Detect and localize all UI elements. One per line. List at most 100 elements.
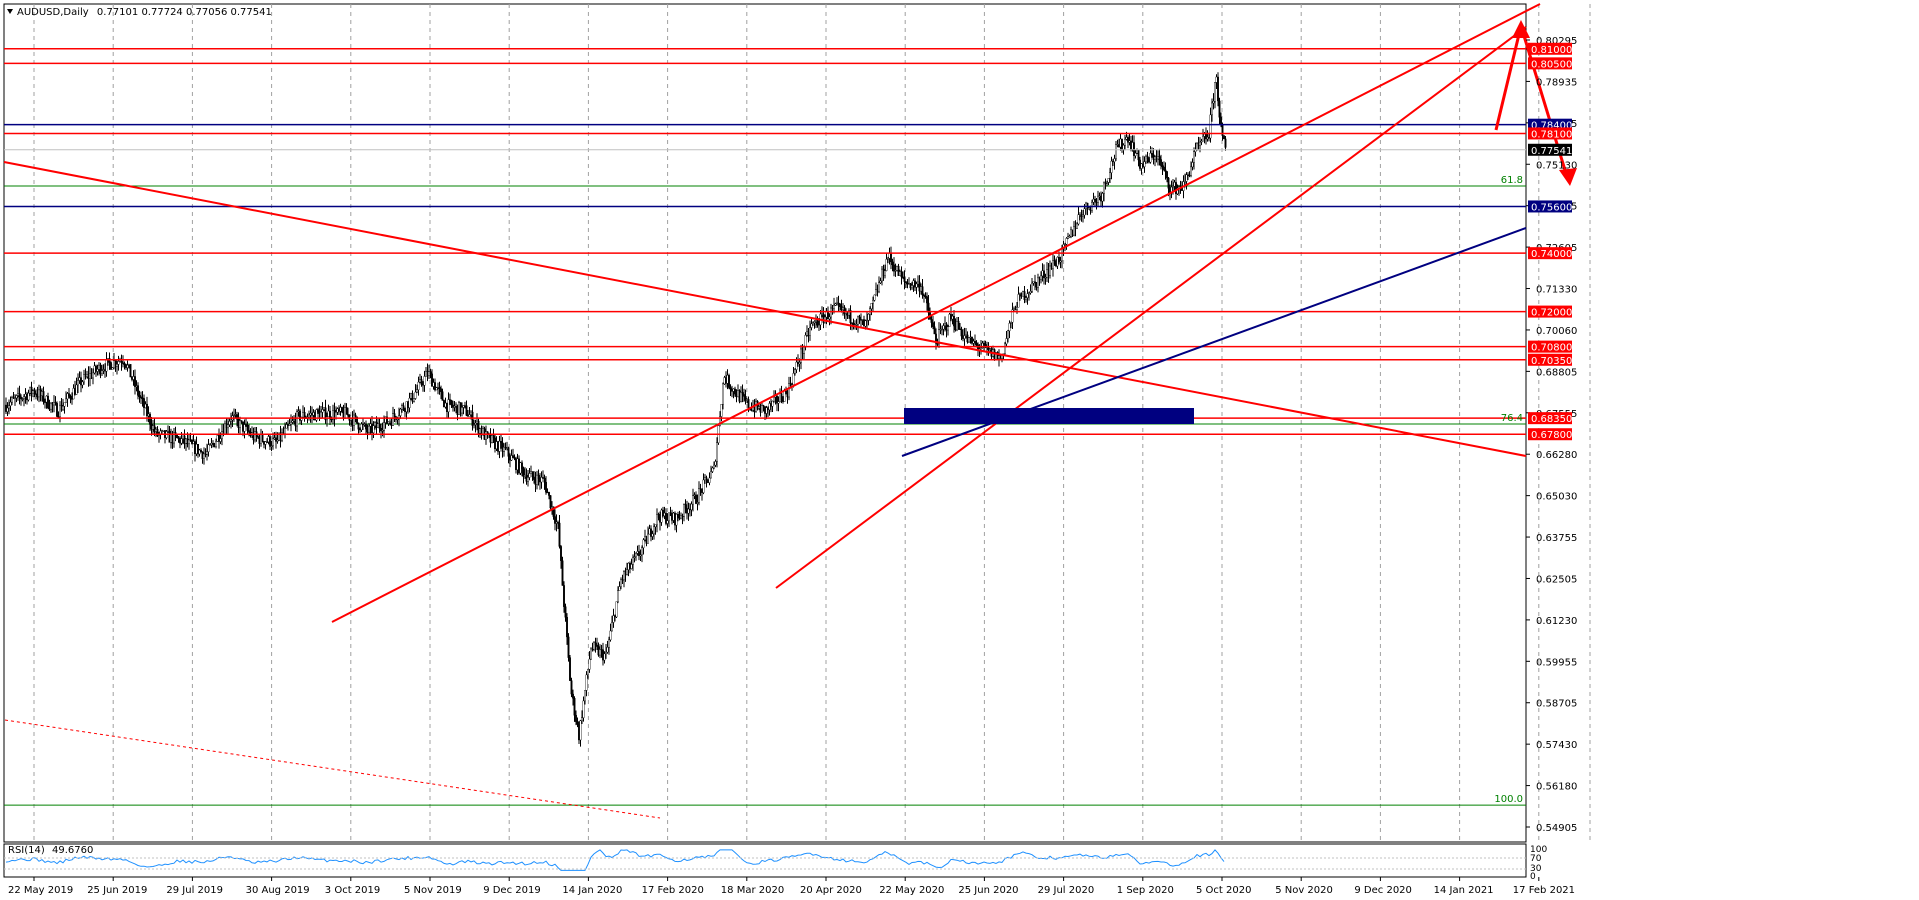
candle-body [705,477,708,480]
date-tick-label: 5 Oct 2020 [1196,885,1251,896]
candle-body [765,407,768,414]
candle-body [897,265,900,276]
rsi-plot-frame [3,843,1527,878]
candle-body [380,427,383,432]
candle-body [612,615,615,623]
candle-body [1198,141,1201,146]
candle-body [402,405,405,410]
candle-body [243,424,246,432]
candle-body [341,407,344,412]
rsi-name: RSI(14) [8,845,45,856]
candle-body [148,413,151,425]
candle-body [429,371,432,375]
candle-body [240,420,243,422]
candle-body [638,551,641,557]
candle-body [728,375,731,388]
candle-body [126,364,129,368]
candle-body [698,488,701,503]
candle-body [588,658,591,670]
candle-body [64,398,67,403]
candle-body [776,395,779,404]
candle-body [873,294,876,301]
header-dropdown-icon[interactable] [7,9,13,14]
candle-body [974,341,977,344]
candle-body [948,314,951,327]
candle-body [771,400,774,407]
candle-body [828,316,831,320]
candle-body [596,644,599,647]
candle-body [1051,260,1054,270]
candle-body [572,693,575,699]
candle-body [803,347,806,354]
candle-body [138,395,141,398]
price-tick-label: 0.54905 [1536,823,1577,834]
candle-body [1192,151,1195,163]
candle-body [872,300,875,304]
candle-body [837,302,840,305]
candle-body [933,326,936,335]
candle-body [816,320,819,326]
candle-body [1036,277,1039,288]
candle-body [423,376,426,386]
candle-body [498,441,501,452]
level-tag-box [1528,42,1572,55]
date-tick-label: 29 Jul 2020 [1038,885,1095,896]
candle-body [983,342,986,345]
candle-body [1017,294,1020,308]
date-tick-label: 30 Aug 2019 [246,885,310,896]
candle-body [1171,186,1174,188]
candle-body [1165,171,1168,179]
candle-body [626,569,629,575]
candle-body [773,396,776,402]
candle-body [710,471,713,479]
candle-body [321,409,324,413]
level-tag-label: 0.72000 [1531,308,1572,319]
level-tag-box [1528,412,1572,425]
candle-body [82,374,85,383]
price-tick-label: 0.61230 [1536,616,1577,627]
arrowhead-up [1512,20,1530,38]
candle-body [1222,135,1225,140]
candle-body [392,413,395,426]
candle-body [9,401,12,406]
candle-body [665,512,668,524]
candle-body [1029,291,1032,294]
candle-body [656,513,659,525]
dotted-trend-line [4,719,661,819]
candle-body [677,514,680,518]
candle-body [1191,162,1194,168]
candle-body [567,636,570,658]
candle-body [229,419,232,422]
candle-body [453,406,456,408]
candle-body [75,384,78,395]
candle-body [10,397,13,403]
candle-body [762,405,765,407]
candle-body [533,476,536,480]
candle-body [1137,149,1140,161]
candle-body [792,373,795,385]
candle-body [893,264,896,272]
candle-body [839,303,842,307]
arrowhead-down [1559,168,1577,186]
candle-body [1185,174,1188,182]
candle-body [1146,155,1149,160]
fib-level-label: 61.8 [1501,175,1523,186]
candle-body [123,363,126,365]
level-tag-box [1528,428,1572,441]
candle-body [783,390,786,402]
candle-body [172,432,175,444]
candle-body [120,360,123,364]
candle-body [1213,82,1216,102]
candle-body [360,423,363,431]
candle-body [507,447,510,457]
date-tick-label: 5 Nov 2019 [404,885,462,896]
candle-body [591,648,594,650]
candle-body [1143,161,1146,167]
candle-body [891,261,894,266]
candle-body [716,442,719,462]
main-plot-frame [3,3,1527,843]
candle-body [461,407,464,414]
candle-body [558,522,561,547]
candle-body [54,402,57,404]
